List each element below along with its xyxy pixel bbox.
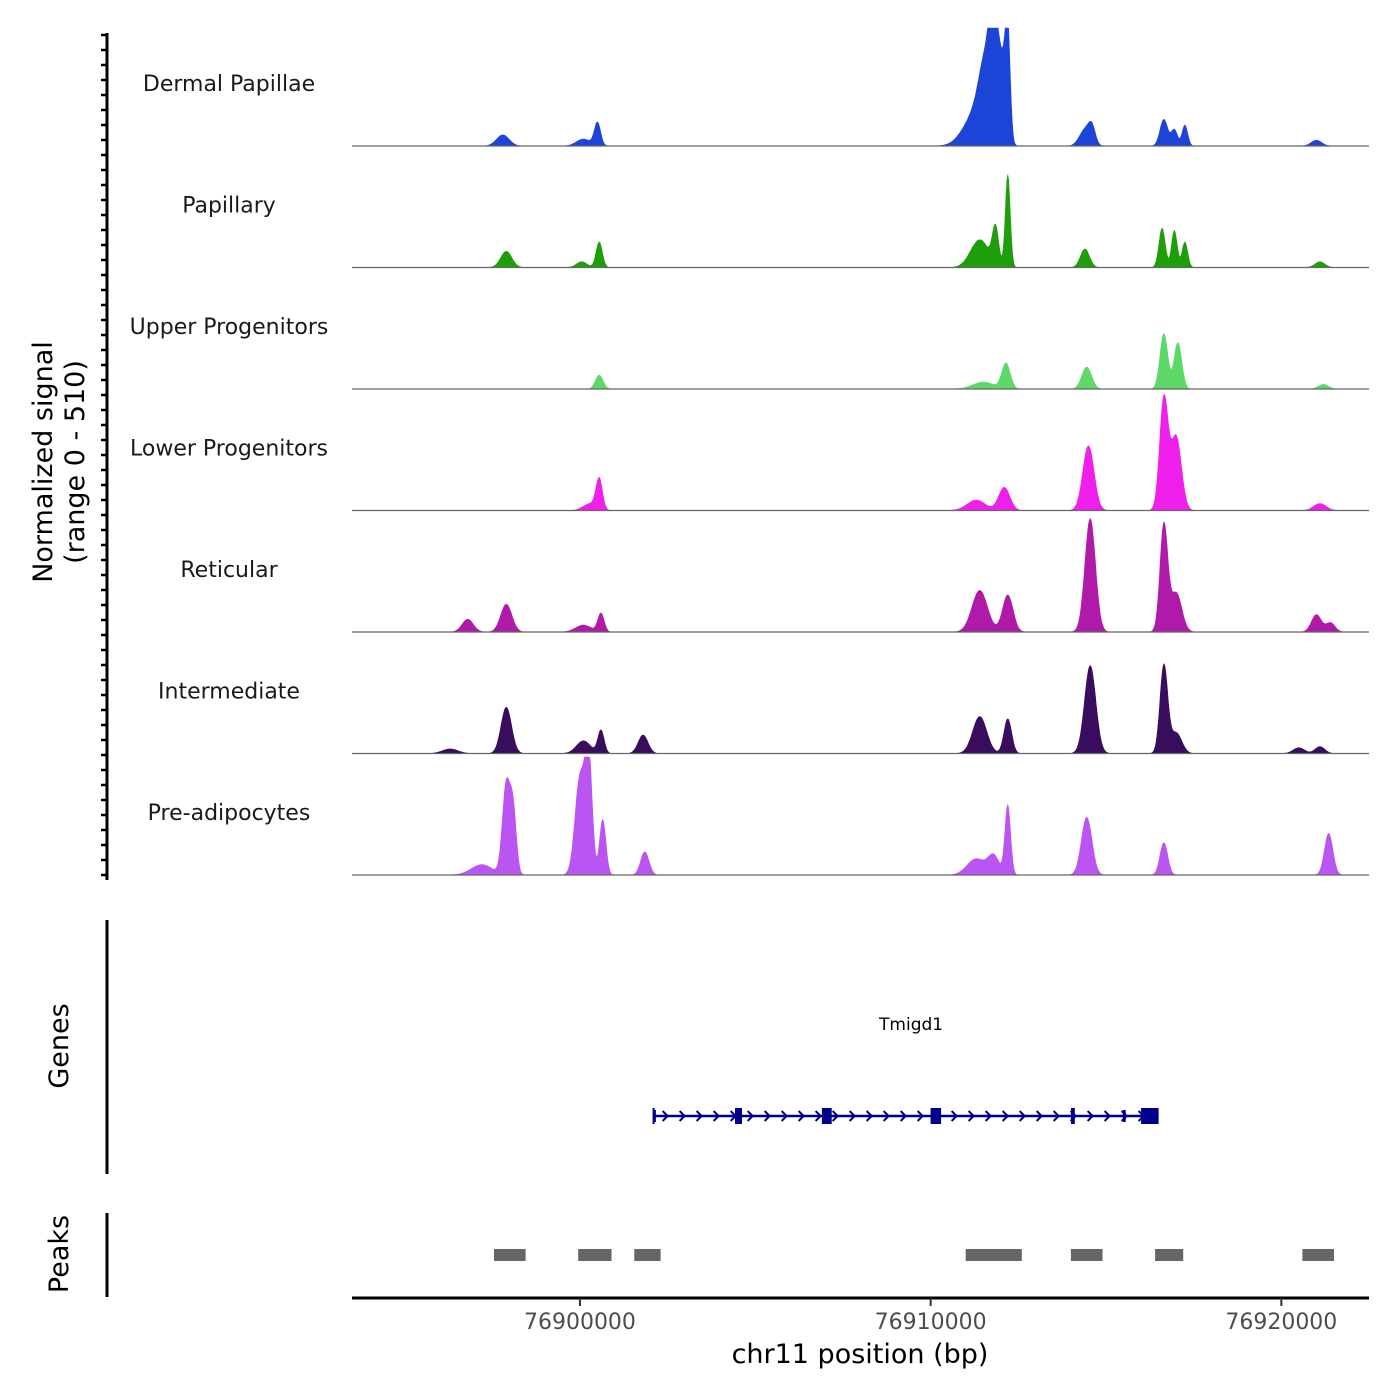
gene-exon bbox=[1070, 1108, 1075, 1124]
gene-exon bbox=[735, 1108, 742, 1124]
gene-exon bbox=[821, 1108, 832, 1124]
track-label: Lower Progenitors bbox=[130, 437, 328, 462]
strand-chevron bbox=[950, 1110, 959, 1122]
strand-chevron bbox=[865, 1110, 874, 1122]
signal-tracks: Dermal Papillae Papillary Upper Progenitor… bbox=[130, 27, 1369, 876]
strand-chevron bbox=[780, 1110, 789, 1122]
strand-chevron bbox=[763, 1110, 772, 1122]
track-label: Papillary bbox=[182, 194, 276, 219]
strand-chevron bbox=[1001, 1110, 1010, 1122]
strand-chevron bbox=[1086, 1110, 1095, 1122]
x-tick-label: 76910000 bbox=[875, 1310, 987, 1335]
strand-chevron bbox=[661, 1110, 670, 1122]
x-tick-label: 76920000 bbox=[1225, 1310, 1337, 1335]
gene-exon bbox=[930, 1108, 942, 1124]
strand-chevron bbox=[899, 1110, 908, 1122]
strand-chevron bbox=[916, 1110, 925, 1122]
strand-chevron bbox=[1035, 1110, 1044, 1122]
track-label: Pre-adipocytes bbox=[148, 801, 311, 826]
track-reticular: Reticular bbox=[180, 517, 1369, 633]
gene-label: Tmigd1 bbox=[878, 1015, 943, 1035]
track-label: Dermal Papillae bbox=[143, 72, 315, 97]
peaks-panel-title-wrap: Peaks bbox=[44, 1215, 75, 1293]
x-tick-label: 76900000 bbox=[524, 1310, 636, 1335]
signal-area bbox=[397, 662, 1345, 754]
x-axis-ticks: 76900000 76910000 76920000 bbox=[524, 1298, 1337, 1335]
peak-region bbox=[1155, 1249, 1184, 1261]
track-upper-progenitors: Upper Progenitors bbox=[130, 315, 1369, 390]
peak-regions bbox=[494, 1249, 1334, 1261]
gene-exon bbox=[1122, 1110, 1126, 1122]
signal-y-axis-ticks bbox=[101, 33, 107, 877]
signal-area bbox=[397, 174, 1345, 268]
track-label: Reticular bbox=[180, 558, 278, 583]
track-pre-adipocytes: Pre-adipocytes bbox=[148, 756, 1369, 876]
peak-region bbox=[1302, 1249, 1334, 1261]
strand-chevron bbox=[678, 1110, 687, 1122]
signal-area bbox=[397, 27, 1345, 147]
strand-chevron bbox=[695, 1110, 704, 1122]
signal-area bbox=[397, 332, 1345, 390]
strand-chevron bbox=[814, 1110, 823, 1122]
strand-chevron bbox=[831, 1110, 840, 1122]
gene-exon bbox=[1141, 1108, 1159, 1124]
track-intermediate: Intermediate bbox=[158, 662, 1369, 755]
y-axis-title-line1: Normalized signal bbox=[28, 341, 59, 583]
peak-region bbox=[578, 1249, 612, 1261]
y-axis-title-line2: (range 0 - 510) bbox=[60, 360, 91, 564]
genes-panel-title-wrap: Genes bbox=[44, 1003, 75, 1088]
peaks-panel-title: Peaks bbox=[44, 1215, 75, 1293]
peak-region bbox=[1070, 1249, 1103, 1261]
track-papillary: Papillary bbox=[182, 174, 1369, 269]
strand-chevron bbox=[746, 1110, 755, 1122]
track-label: Upper Progenitors bbox=[130, 315, 329, 340]
track-dermal-papillae: Dermal Papillae bbox=[143, 27, 1369, 147]
x-axis-title: chr11 position (bp) bbox=[732, 1339, 989, 1370]
peak-region bbox=[634, 1249, 661, 1261]
y-axis-title: Normalized signal (range 0 - 510) bbox=[28, 341, 91, 583]
strand-chevron bbox=[1103, 1110, 1112, 1122]
strand-chevron bbox=[848, 1110, 857, 1122]
strand-chevron bbox=[712, 1110, 721, 1122]
strand-chevron bbox=[967, 1110, 976, 1122]
gene-track: Tmigd1 bbox=[652, 1015, 1159, 1124]
signal-area bbox=[397, 517, 1345, 633]
strand-chevron bbox=[984, 1110, 993, 1122]
strand-chevron bbox=[1018, 1110, 1027, 1122]
signal-area bbox=[397, 756, 1345, 876]
track-label: Intermediate bbox=[158, 680, 300, 705]
signal-area bbox=[397, 394, 1345, 511]
strand-chevron bbox=[797, 1110, 806, 1122]
strand-chevron bbox=[1052, 1110, 1061, 1122]
strand-chevron bbox=[882, 1110, 891, 1122]
track-lower-progenitors: Lower Progenitors bbox=[130, 394, 1369, 512]
genes-panel-title: Genes bbox=[44, 1003, 75, 1088]
peak-region bbox=[965, 1249, 1022, 1261]
peak-region bbox=[494, 1249, 526, 1261]
